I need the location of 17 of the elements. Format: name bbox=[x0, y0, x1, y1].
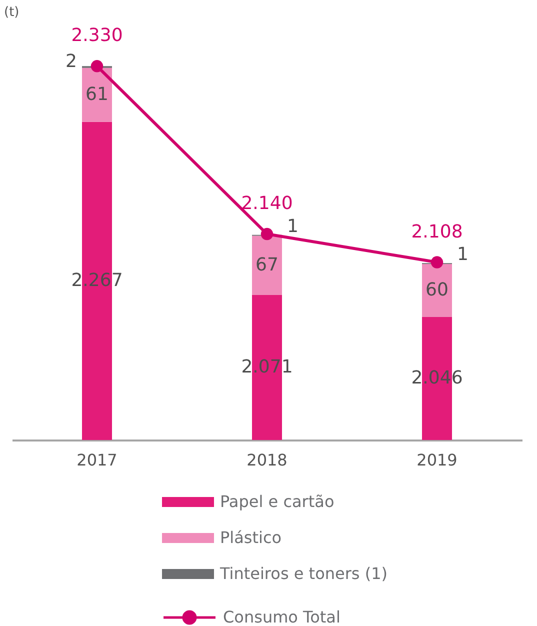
data-label: 2 bbox=[66, 51, 77, 72]
data-label: 61 bbox=[86, 84, 108, 105]
data-label: 2.108 bbox=[411, 221, 463, 242]
legend-label: Plástico bbox=[220, 528, 282, 547]
legend-label: Consumo Total bbox=[223, 608, 340, 626]
data-label: 2.140 bbox=[241, 193, 293, 214]
data-label: 60 bbox=[426, 280, 448, 301]
x-tick-label: 2019 bbox=[416, 450, 458, 470]
x-tick-label: 2017 bbox=[76, 450, 118, 470]
y-axis-title: (t) bbox=[4, 5, 20, 20]
data-label: 1 bbox=[457, 244, 468, 266]
data-label: 2.330 bbox=[71, 25, 123, 46]
legend-label: Tinteiros e toners (1) bbox=[219, 564, 388, 583]
x-tick-label: 2018 bbox=[246, 450, 288, 470]
data-label: 1 bbox=[287, 216, 298, 237]
data-label: 67 bbox=[256, 254, 278, 276]
legend-label: Papel e cartão bbox=[220, 492, 334, 511]
